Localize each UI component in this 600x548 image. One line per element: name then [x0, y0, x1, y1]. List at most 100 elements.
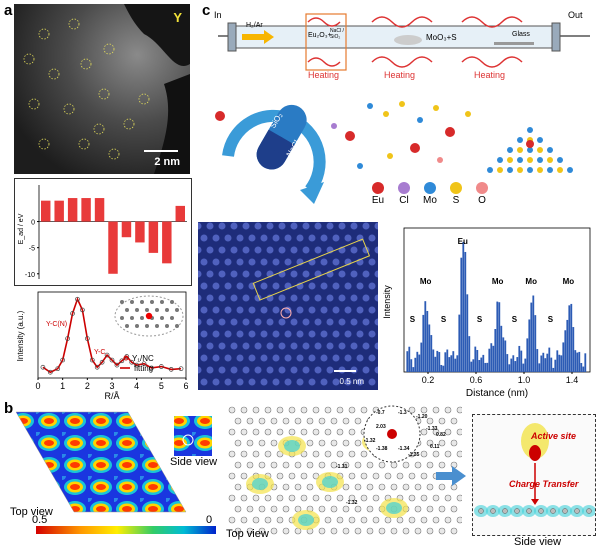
- bader-atom: [246, 439, 254, 447]
- profile-bar: [464, 251, 467, 372]
- profile-ylabel: Intensity: [382, 285, 392, 319]
- bader-atom: [360, 516, 368, 524]
- stm-atom: [368, 378, 376, 386]
- bader-atom: [330, 505, 338, 513]
- stem-scale-label: 2 nm: [154, 156, 180, 168]
- bader-atom: [264, 494, 272, 502]
- profile-s-label: S: [410, 315, 416, 324]
- stm-atom: [320, 378, 328, 386]
- stm-atom: [284, 354, 292, 362]
- y-atom-marker: [103, 43, 115, 55]
- stm-atom: [198, 342, 202, 350]
- bader-atom: [444, 494, 452, 502]
- profile-xtick-label: 0.6: [470, 375, 483, 385]
- stm-atom: [236, 258, 244, 266]
- profile-bar: [568, 305, 571, 372]
- profile-xtick-label: 1.4: [566, 375, 579, 385]
- bader-atom: [342, 439, 350, 447]
- bader-atom: [444, 428, 452, 436]
- stm-atom: [212, 234, 220, 242]
- bader-atom: [276, 472, 284, 480]
- stm-scale-bar: [334, 370, 356, 372]
- side-atom: [478, 508, 484, 514]
- stm-atom: [200, 354, 208, 362]
- stm-atom: [314, 294, 322, 302]
- profile-s-label: S: [441, 315, 447, 324]
- bader-atom: [342, 417, 350, 425]
- energy-bar: [175, 205, 185, 222]
- exafs-legend-fit: fitting: [134, 364, 153, 373]
- profile-s-label: S: [512, 315, 518, 324]
- bader-atom: [372, 472, 380, 480]
- stm-atom: [242, 222, 250, 230]
- stm-atom: [338, 318, 346, 326]
- energy-chart-svg: 0 -5 -10 E_ad / eV: [18, 185, 187, 279]
- stm-atom: [278, 318, 286, 326]
- stm-atom: [218, 366, 226, 374]
- bader-atom: [330, 417, 338, 425]
- mechanism-atom: [215, 111, 225, 121]
- stm-atom: [374, 222, 378, 230]
- stm-atom: [218, 342, 226, 350]
- stm-atom: [302, 366, 310, 374]
- bader-atom: [228, 428, 236, 436]
- stem-svg: [14, 4, 190, 174]
- bader-svg: -0.7 -1.3-1.202.03 -1.330.82-1.32-1.38 -1.3…: [228, 405, 462, 535]
- mechanism-atom: [417, 117, 423, 123]
- stm-atom: [374, 246, 378, 254]
- stm-atom: [314, 318, 322, 326]
- exafs-data-point: [89, 357, 95, 363]
- profile-bar: [496, 301, 499, 372]
- exafs-xtick-label: 5: [159, 381, 164, 391]
- bader-atom: [336, 516, 344, 524]
- stm-atom: [362, 318, 370, 326]
- y-atom-marker: [78, 138, 90, 150]
- profile-bar: [462, 242, 465, 372]
- bader-atom: [378, 461, 386, 469]
- bader-atom: [456, 516, 462, 524]
- bader-atom: [282, 505, 290, 513]
- profile-bar: [564, 330, 567, 372]
- monolayer-atom: [547, 167, 553, 173]
- legend-text: Eu: [371, 195, 385, 206]
- stm-atom: [266, 342, 274, 350]
- stm-svg: [198, 222, 378, 386]
- profile-bar: [452, 351, 455, 372]
- profile-bar: [536, 349, 539, 372]
- bader-atom: [264, 516, 272, 524]
- energy-bar: [148, 221, 159, 253]
- bader-atom: [228, 450, 236, 458]
- bader-atom: [312, 428, 320, 436]
- stm-atom: [236, 234, 244, 242]
- bader-atom: [300, 428, 308, 436]
- energy-ylabel: E_ad / eV: [18, 213, 25, 244]
- bader-atom: [348, 428, 356, 436]
- bader-atom: [324, 450, 332, 458]
- stm-atom: [198, 222, 202, 230]
- exafs-data-point: [114, 362, 120, 368]
- bader-atom: [264, 450, 272, 458]
- legend-cl: Cl: [392, 182, 416, 206]
- stm-atom: [356, 354, 364, 362]
- bader-atom: [336, 494, 344, 502]
- bader-atom: [252, 494, 260, 502]
- profile-bar: [436, 350, 439, 372]
- inset-atom: [120, 316, 124, 320]
- profile-xtick-label: 0.2: [422, 375, 435, 385]
- stm-atom: [230, 222, 238, 230]
- stm-atom: [308, 234, 316, 242]
- stm-atom: [236, 306, 244, 314]
- bader-atom: [342, 505, 350, 513]
- bader-atom: [348, 450, 356, 458]
- bader-atom: [282, 483, 290, 491]
- bader-atom: [264, 428, 272, 436]
- exafs-data-point: [70, 311, 75, 316]
- profile-bar: [576, 352, 579, 372]
- stm-atom: [308, 354, 316, 362]
- stm-line-box: [252, 238, 371, 301]
- profile-bar: [456, 355, 459, 372]
- stm-atom: [230, 246, 238, 254]
- bader-atom: [438, 527, 446, 535]
- bader-atom: [414, 505, 422, 513]
- bader-atom: [318, 527, 326, 535]
